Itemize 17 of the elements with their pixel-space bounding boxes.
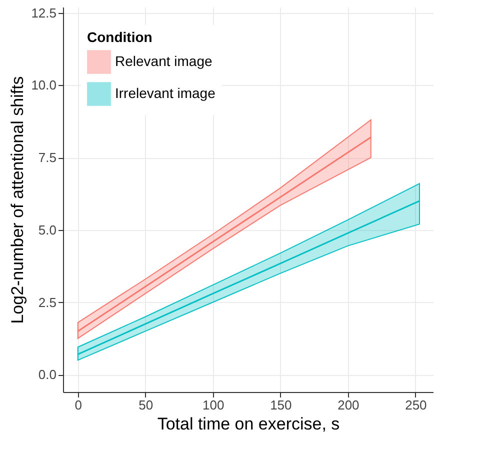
y-tick-label: 10.0 [31, 78, 56, 93]
x-tick-label: 250 [405, 398, 427, 412]
x-axis-title: Total time on exercise, s [157, 414, 340, 434]
y-tick-label: 12.5 [31, 5, 56, 20]
x-tick-label: 150 [270, 398, 292, 412]
legend-title: Condition [87, 29, 152, 45]
y-tick-label: 5.0 [38, 222, 56, 238]
legend-label: Irrelevant image [115, 85, 216, 101]
x-tick-label: 0 [74, 398, 82, 412]
y-tick-label: 2.5 [38, 294, 56, 310]
y-axis-title: Log2-number of attentional shifts [8, 76, 28, 324]
legend-label: Relevant image [115, 53, 212, 69]
y-tick-label: 0.0 [38, 367, 56, 382]
x-tick-label: 100 [202, 398, 224, 412]
y-tick-label: 7.5 [38, 150, 56, 166]
x-tick-label: 200 [338, 398, 360, 412]
x-tick-label: 50 [138, 398, 154, 412]
